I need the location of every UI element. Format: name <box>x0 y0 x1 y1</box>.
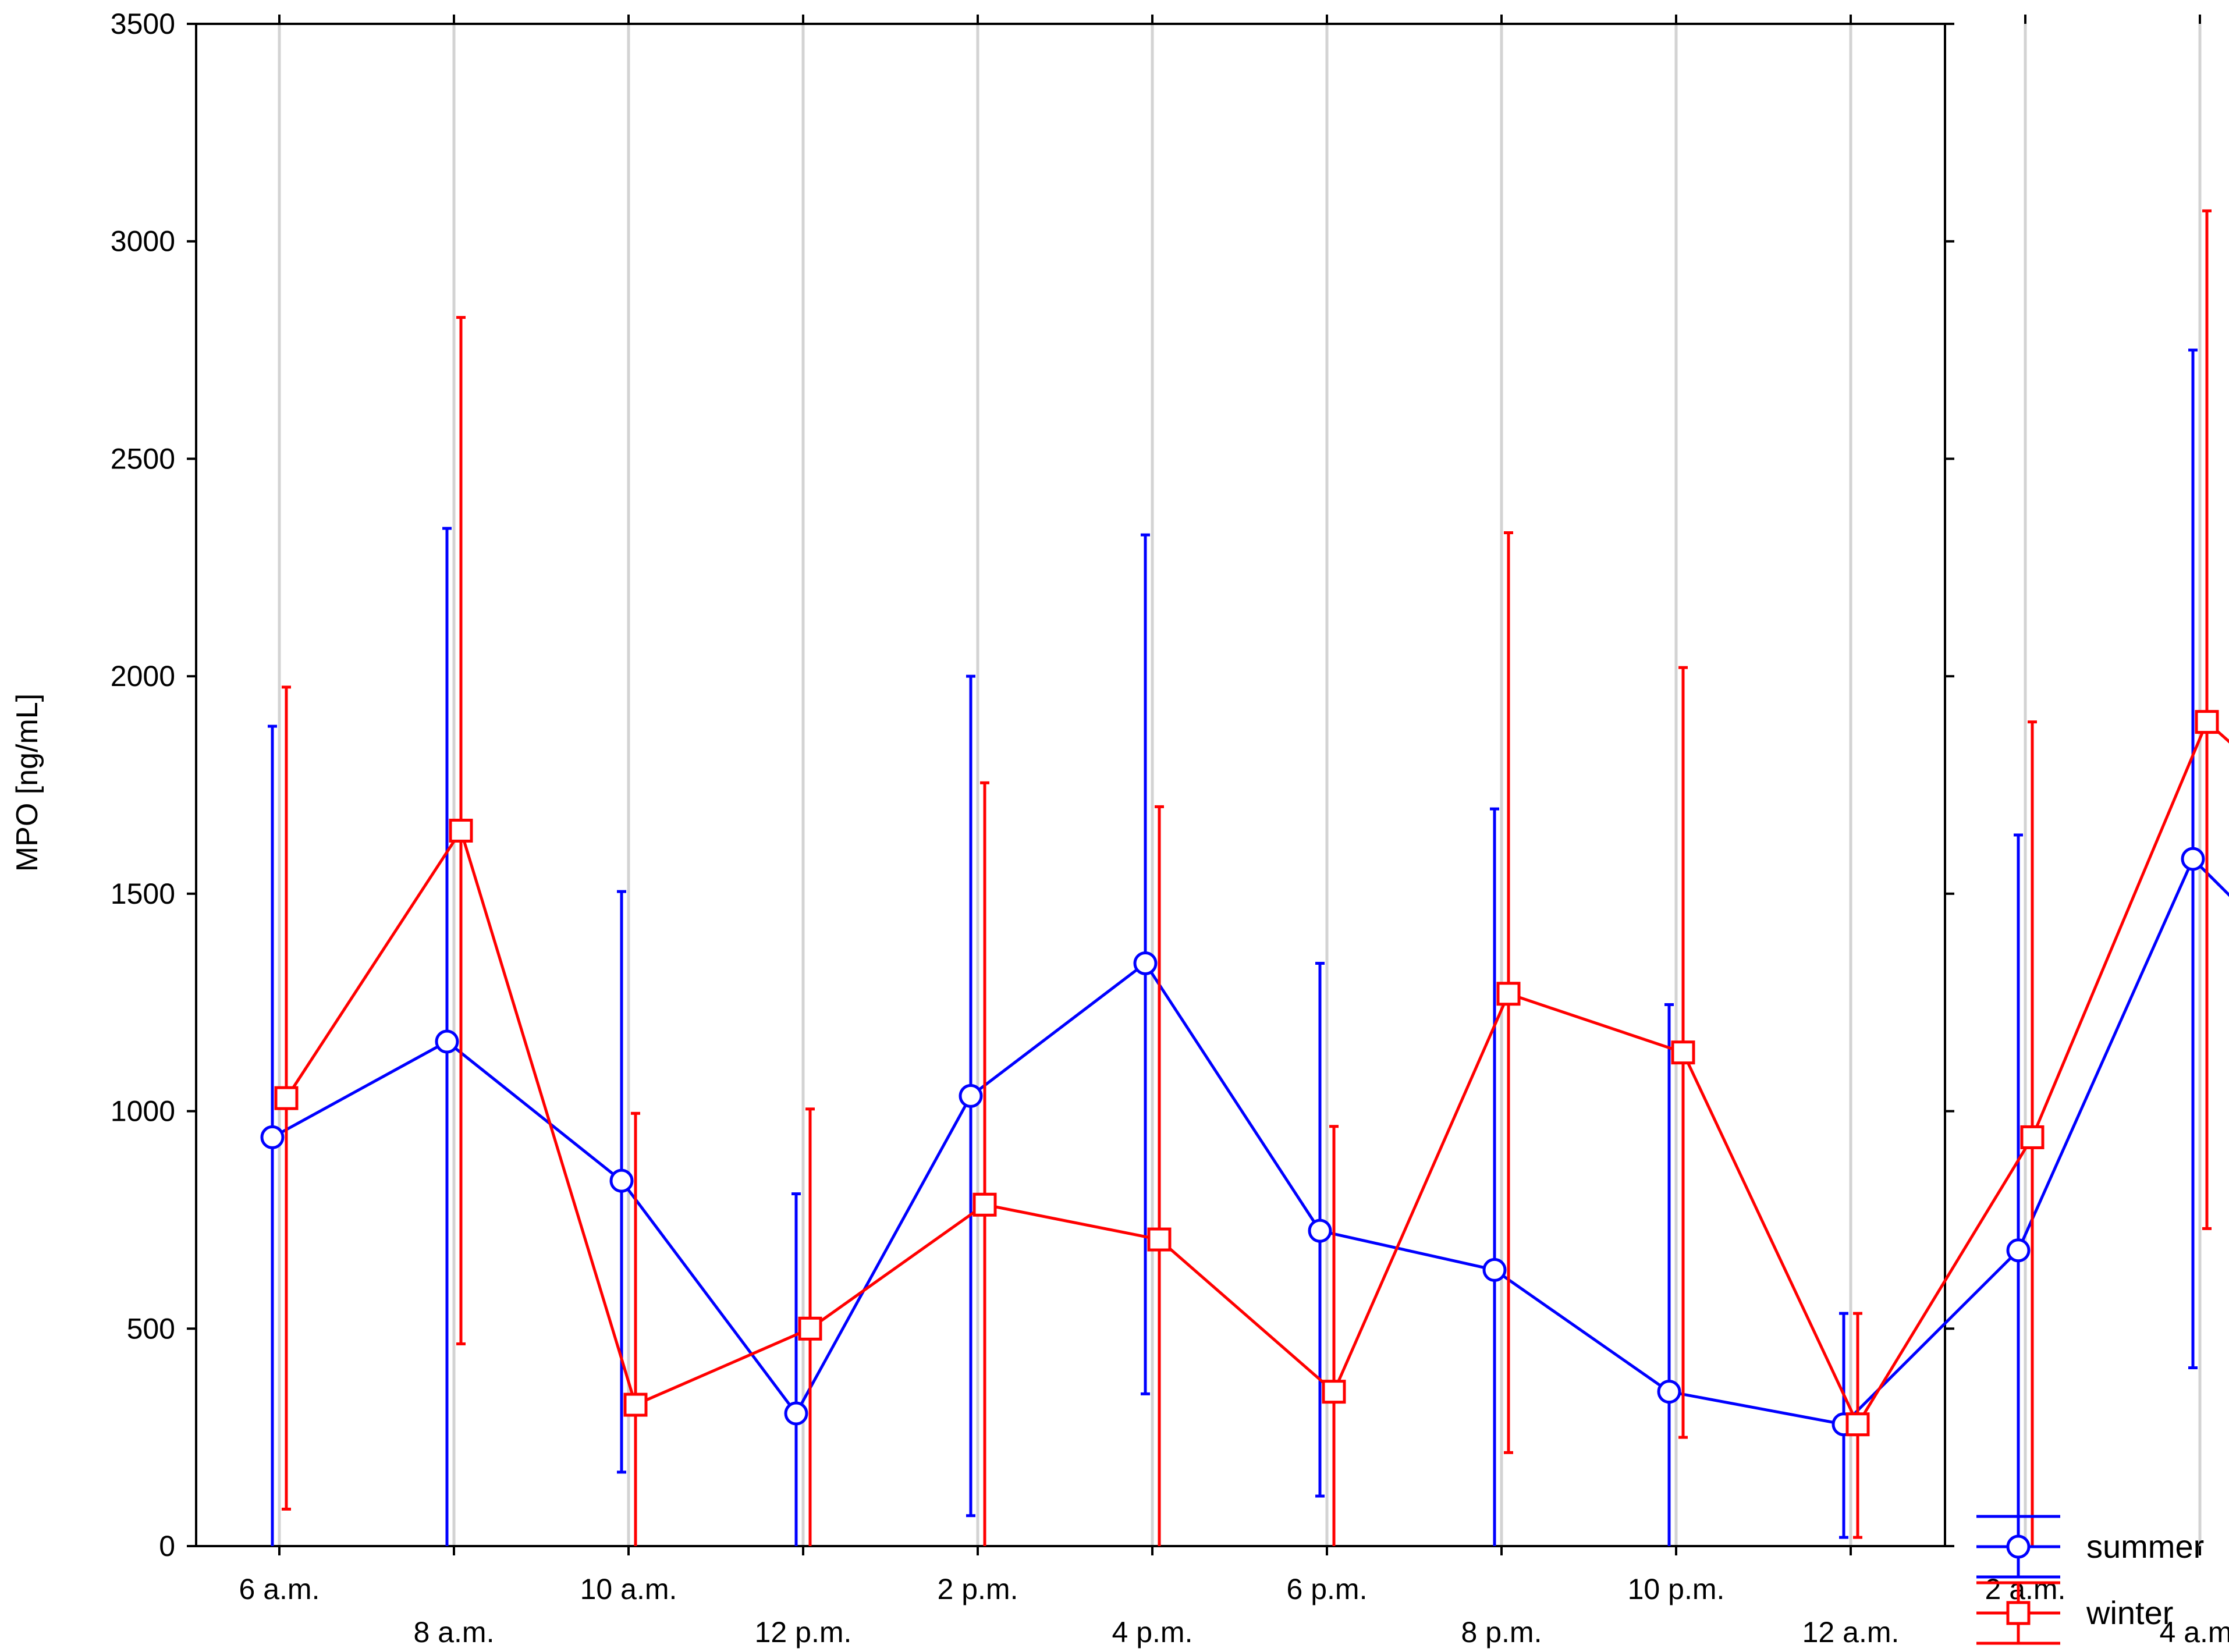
data-point <box>784 1401 808 1426</box>
y-tick-label: 2500 <box>111 442 175 475</box>
data-point <box>260 1125 285 1149</box>
series-layer <box>260 209 2229 1546</box>
legend-marker <box>2006 1601 2031 1625</box>
series-line <box>285 719 2229 1427</box>
axis-ticks <box>187 15 2201 1555</box>
data-point <box>1147 1227 1172 1252</box>
x-tick-label: 4 p.m. <box>1112 1616 1193 1649</box>
legend-label: summer <box>2086 1528 2204 1565</box>
x-tick-label: 12 p.m. <box>755 1616 852 1649</box>
y-axis-title: MPO [ng/mL] <box>10 694 44 872</box>
y-axis-tick-labels: 0 500 1000 1500 2000 2500 3000 3500 <box>111 8 175 1562</box>
data-point <box>2181 847 2205 871</box>
x-tick-label: 8 p.m. <box>1461 1616 1542 1649</box>
plot-area <box>195 23 1946 1547</box>
x-tick-label: 6 a.m. <box>239 1573 320 1605</box>
legend-item-summer: summer <box>1976 1515 2204 1579</box>
data-point <box>1845 1412 1870 1437</box>
y-tick-label: 500 <box>127 1312 175 1345</box>
data-point <box>1322 1380 1346 1404</box>
x-tick-label: 10 a.m. <box>580 1573 677 1605</box>
x-tick-label: 2 p.m. <box>938 1573 1018 1605</box>
series-summer <box>260 349 2229 1546</box>
data-point <box>1496 982 1521 1006</box>
y-tick-label: 2000 <box>111 660 175 692</box>
y-tick-label: 1000 <box>111 1095 175 1128</box>
x-tick-label: 6 p.m. <box>1287 1573 1368 1605</box>
x-tick-label: 8 a.m. <box>414 1616 495 1649</box>
data-point <box>435 1029 459 1054</box>
y-tick-label: 3500 <box>111 8 175 40</box>
data-point <box>449 818 473 843</box>
series-line <box>271 856 2229 1426</box>
data-point <box>1482 1257 1507 1282</box>
data-point <box>798 1316 822 1341</box>
data-point <box>2195 710 2219 734</box>
x-tick-label: 4 a.m. <box>2160 1616 2229 1649</box>
data-point <box>2006 1238 2031 1263</box>
y-tick-label: 3000 <box>111 225 175 258</box>
series-winter <box>274 209 2229 1546</box>
data-point <box>609 1168 634 1193</box>
y-tick-label: 0 <box>159 1530 175 1562</box>
data-point <box>972 1192 997 1217</box>
data-point <box>959 1083 983 1108</box>
legend: summer winter <box>1976 1515 2204 1645</box>
data-point <box>274 1086 299 1110</box>
x-axis-tick-labels: 6 a.m.10 a.m.2 p.m.6 p.m.10 p.m.2 a.m.6 … <box>239 1573 2229 1649</box>
legend-item-winter: winter <box>1976 1581 2173 1645</box>
data-point <box>1308 1218 1332 1243</box>
vertical-gridlines <box>278 24 2202 1546</box>
data-point <box>1133 951 1158 975</box>
x-tick-label: 10 p.m. <box>1628 1573 1725 1605</box>
legend-label: winter <box>2086 1594 2173 1631</box>
data-point <box>623 1392 648 1417</box>
x-tick-label: 12 a.m. <box>1802 1616 1900 1649</box>
data-point <box>2020 1125 2045 1149</box>
data-point <box>1671 1040 1695 1065</box>
legend-marker <box>2006 1534 2031 1559</box>
y-tick-label: 1500 <box>111 877 175 910</box>
data-point <box>1657 1380 1681 1404</box>
